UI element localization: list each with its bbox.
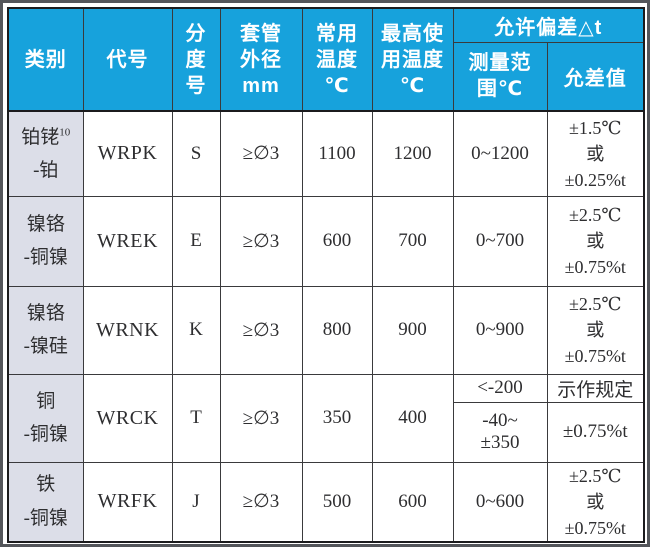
header-label-tolerance: 允差值 <box>563 67 627 90</box>
cell-tolerance: ±2.5℃ 或 ±0.75%t <box>546 285 645 375</box>
cell-code: WRCK <box>82 373 173 463</box>
cell-max-temp: 600 <box>371 461 454 543</box>
cell-category: 镍铬 -铜镍 <box>7 195 84 287</box>
header-cell-category: 类别 <box>7 7 84 112</box>
cell-max-temp: 1200 <box>371 110 454 197</box>
table-row: 铁 -铜镍 WRFK J ≥∅3 500 600 0~600 ±2.5℃ 或 ±… <box>7 461 645 543</box>
category-text: 镍铬 -镍硅 <box>9 297 82 364</box>
cell-tolerance-sub1: 示作规定 <box>546 373 645 403</box>
cell-category: 铜 -铜镍 <box>7 373 84 463</box>
header-cell-deviation: 允许偏差△t <box>452 7 645 43</box>
cell-range: 0~900 <box>452 285 548 375</box>
category-line2: -镍硅 <box>23 336 68 357</box>
header-label-deviation: 允许偏差△t <box>494 16 603 39</box>
header-label-graduation: 分 度 号 <box>185 22 207 97</box>
cell-sheath-od: ≥∅3 <box>219 461 303 543</box>
category-text: 铂铑10 -铂 <box>9 121 82 188</box>
cell-range: 0~700 <box>452 195 548 287</box>
category-line2: -铜镍 <box>23 507 68 529</box>
header-cell-common-temp: 常用 温度 ℃ <box>301 7 373 112</box>
cell-sheath-od: ≥∅3 <box>219 195 303 287</box>
category-line2: -铂 <box>33 159 59 181</box>
cell-common-temp: 600 <box>301 195 373 287</box>
cell-common-temp: 1100 <box>301 110 373 197</box>
category-line1: 铜 <box>36 390 56 412</box>
cell-sheath-od: ≥∅3 <box>219 373 303 463</box>
cell-graduation: S <box>171 110 221 197</box>
category-line1: 铂铑 <box>21 126 60 148</box>
cell-code: WRPK <box>82 110 173 197</box>
cell-tolerance: ±2.5℃ 或 ±0.75%t <box>546 461 645 543</box>
cell-max-temp: 900 <box>371 285 454 375</box>
cell-common-temp: 800 <box>301 285 373 375</box>
table-row: 铜 -铜镍 WRCK T ≥∅3 350 400 <-200 示作规定 <box>7 373 645 463</box>
cell-common-temp: 350 <box>301 373 373 463</box>
table-row: -40~ ±350 ±0.75%t <box>8 401 645 463</box>
header-cell-max-temp: 最高使 用温度 ℃ <box>371 7 454 112</box>
header-cell-tolerance: 允差值 <box>546 41 645 112</box>
category-text: 铜 -铜镍 <box>9 385 82 452</box>
cell-code: WREK <box>82 195 173 287</box>
header-cell-sheath-od: 套管 外径 mm <box>219 7 303 112</box>
thermocouple-spec-table: 类别 代号 分 度 号 套管 外径 mm 常用 温度 ℃ 最高使 用温度 ℃ 允… <box>7 7 646 543</box>
header-row-sub: 测量范 围℃ 允差值 <box>8 41 645 112</box>
cell-range: 0~1200 <box>452 110 548 197</box>
header-label-sheath-od: 套管 外径 mm <box>240 22 282 97</box>
cell-category: 铁 -铜镍 <box>7 461 84 543</box>
cell-max-temp: 700 <box>371 195 454 287</box>
cell-tolerance: ±2.5℃ 或 ±0.75%t <box>546 195 645 287</box>
cell-common-temp: 500 <box>301 461 373 543</box>
cell-sheath-od: ≥∅3 <box>219 110 303 197</box>
header-label-category: 类别 <box>24 48 67 71</box>
cell-tolerance: ±1.5℃ 或 ±0.25%t <box>546 110 645 197</box>
cell-max-temp: 400 <box>371 373 454 463</box>
table-row: 镍铬 -镍硅 WRNK K ≥∅3 800 900 0~900 ±2.5℃ 或 … <box>7 285 645 375</box>
cell-range-sub2: -40~ ±350 <box>452 401 548 463</box>
header-cell-range: 测量范 围℃ <box>452 41 548 112</box>
table-row: 镍铬 -铜镍 WREK E ≥∅3 600 700 0~700 ±2.5℃ 或 … <box>7 195 645 287</box>
header-label-range: 测量范 围℃ <box>468 52 532 101</box>
cell-tolerance-sub2: ±0.75%t <box>546 401 645 463</box>
category-line1: 镍铬 <box>26 213 65 235</box>
category-text: 铁 -铜镍 <box>9 468 82 535</box>
header-label-max-temp: 最高使 用温度 ℃ <box>381 22 444 97</box>
cell-category: 镍铬 -镍硅 <box>7 285 84 375</box>
header-label-common-temp: 常用 温度 ℃ <box>316 22 358 97</box>
cell-code: WRFK <box>82 461 173 543</box>
cell-category: 铂铑10 -铂 <box>7 110 84 197</box>
cell-graduation: K <box>171 285 221 375</box>
header-label-code: 代号 <box>106 48 149 71</box>
category-text: 镍铬 -铜镍 <box>9 208 82 275</box>
category-line2: -铜镍 <box>23 424 68 445</box>
header-cell-code: 代号 <box>82 7 173 112</box>
cell-graduation: E <box>171 195 221 287</box>
header-row-top: 类别 代号 分 度 号 套管 外径 mm 常用 温度 ℃ 最高使 用温度 ℃ 允… <box>7 7 645 112</box>
table-row: 铂铑10 -铂 WRPK S ≥∅3 1100 1200 0~1200 ±1.5… <box>7 110 645 197</box>
cell-graduation: J <box>171 461 221 543</box>
cell-code: WRNK <box>82 285 173 375</box>
cell-range-sub1: <-200 <box>452 373 548 403</box>
category-line1: 铁 <box>36 474 56 496</box>
cell-graduation: T <box>171 373 221 463</box>
category-line2: -铜镍 <box>23 247 68 268</box>
cell-sheath-od: ≥∅3 <box>219 285 303 375</box>
cell-range: 0~600 <box>452 461 548 543</box>
category-line1: 镍铬 <box>26 302 65 324</box>
category-superscript: 10 <box>59 126 71 139</box>
header-cell-graduation: 分 度 号 <box>171 7 221 112</box>
